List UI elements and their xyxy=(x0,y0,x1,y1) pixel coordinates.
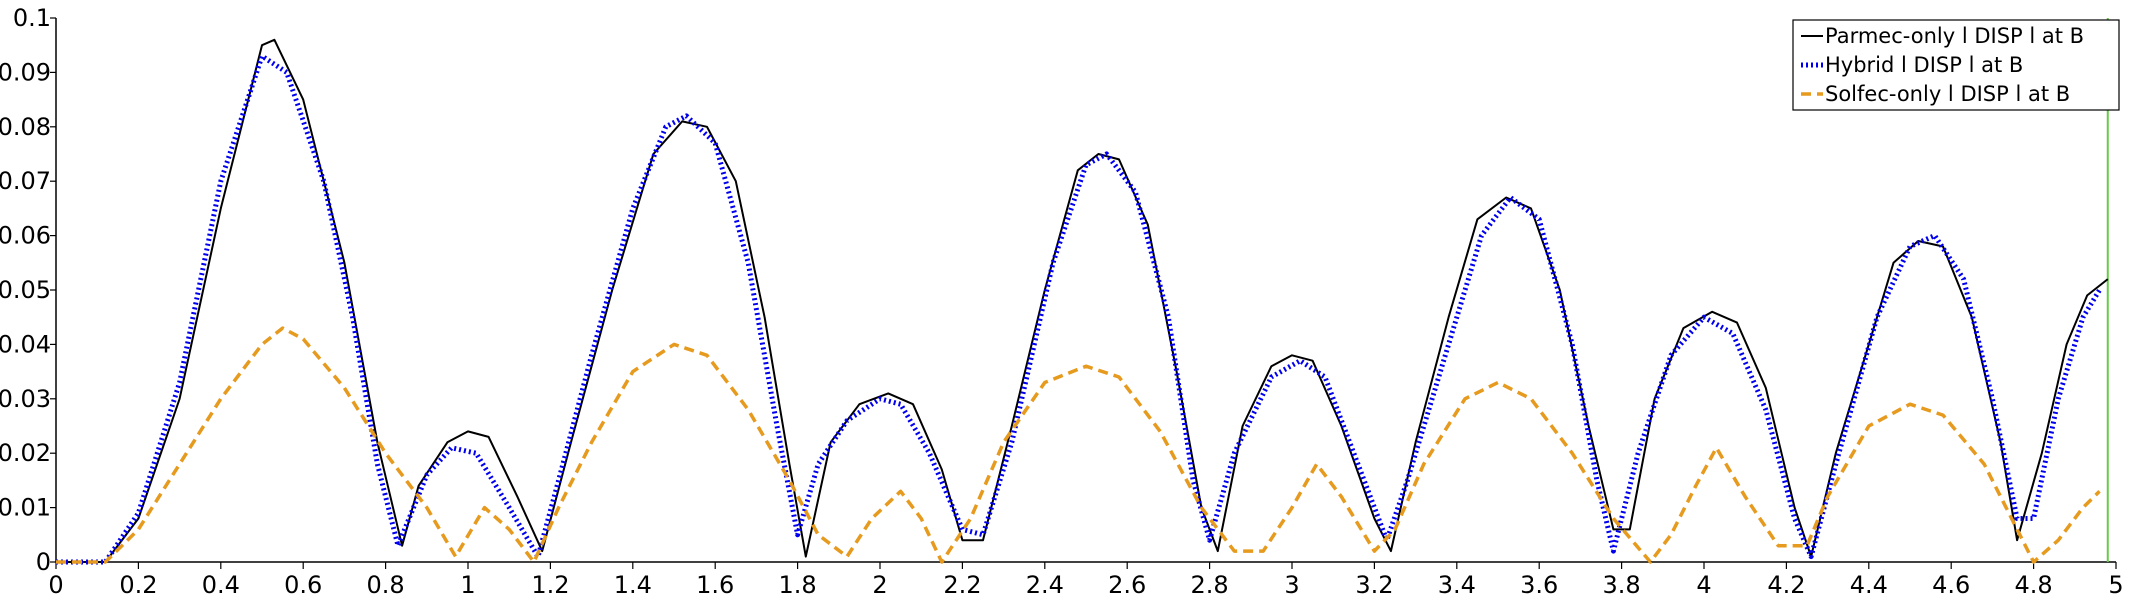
x-tick-label: 4.8 xyxy=(2015,571,2053,599)
x-tick-label: 2 xyxy=(872,571,887,599)
series-line-1 xyxy=(56,53,2102,565)
x-tick-label: 4.6 xyxy=(1932,571,1970,599)
x-tick-label: 2.4 xyxy=(1026,571,1064,599)
x-tick-label: 0 xyxy=(48,571,63,599)
x-tick-label: 1.2 xyxy=(531,571,569,599)
y-tick-label: 0.03 xyxy=(0,385,51,413)
chart-legend: Parmec-only l DISP l at B Hybrid l DISP l… xyxy=(1792,19,2120,111)
x-tick-label: 3 xyxy=(1284,571,1299,599)
x-tick-label: 2.8 xyxy=(1191,571,1229,599)
x-tick-label: 3.4 xyxy=(1438,571,1476,599)
chart-series xyxy=(56,38,2109,565)
x-tick-label: 0.8 xyxy=(367,571,405,599)
series-line-0 xyxy=(56,38,2109,563)
x-tick-label: 3.8 xyxy=(1603,571,1641,599)
legend-label-0: Parmec-only l DISP l at B xyxy=(1825,24,2084,48)
x-tick-label: 5 xyxy=(2108,571,2123,599)
y-tick-label: 0.06 xyxy=(0,222,51,250)
x-tick-label: 4 xyxy=(1696,571,1711,599)
x-tick-label: 0.2 xyxy=(119,571,157,599)
x-tick-label: 1.6 xyxy=(696,571,734,599)
x-tick-label: 2.6 xyxy=(1108,571,1146,599)
y-tick-label: 0.01 xyxy=(0,494,51,522)
x-tick-label: 3.2 xyxy=(1355,571,1393,599)
y-tick-label: 0.08 xyxy=(0,113,51,141)
y-tick-label: 0.07 xyxy=(0,167,51,195)
y-tick-label: 0 xyxy=(36,548,51,576)
x-tick-label: 1.8 xyxy=(779,571,817,599)
legend-box xyxy=(1792,19,2120,111)
y-tick-label: 0.02 xyxy=(0,439,51,467)
x-tick-label: 1.4 xyxy=(614,571,652,599)
x-tick-label: 4.4 xyxy=(1850,571,1888,599)
y-tick-label: 0.05 xyxy=(0,276,51,304)
x-tick-label: 4.2 xyxy=(1767,571,1805,599)
y-tick-label: 0.09 xyxy=(0,58,51,86)
x-tick-label: 2.2 xyxy=(943,571,981,599)
legend-label-2: Solfec-only l DISP l at B xyxy=(1825,82,2070,106)
x-tick-label: 3.6 xyxy=(1520,571,1558,599)
y-tick-label: 0.1 xyxy=(13,4,51,32)
series-line-2 xyxy=(56,326,2101,564)
x-tick-label: 0.6 xyxy=(284,571,322,599)
x-tick-label: 0.4 xyxy=(202,571,240,599)
legend-label-1: Hybrid l DISP l at B xyxy=(1825,53,2023,77)
y-tick-label: 0.04 xyxy=(0,330,51,358)
x-tick-label: 1 xyxy=(460,571,475,599)
